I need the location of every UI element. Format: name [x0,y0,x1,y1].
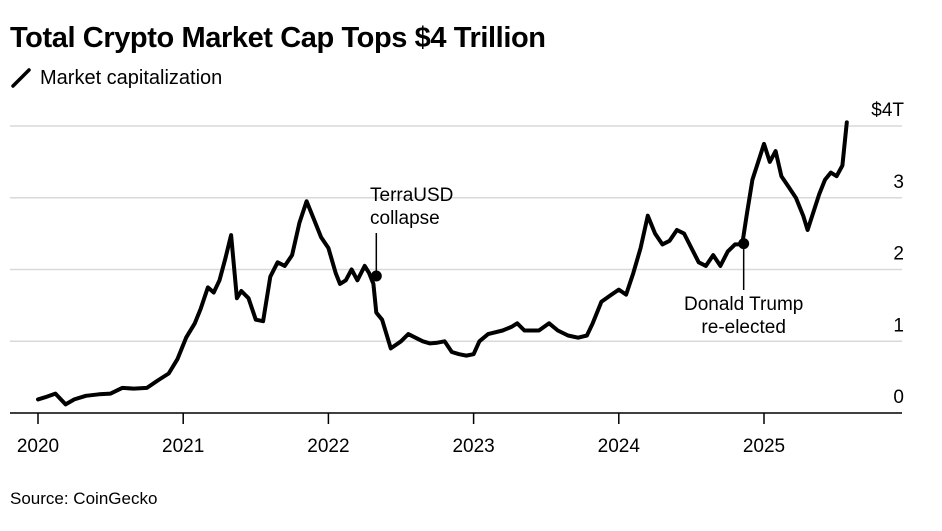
x-tick-label: 2024 [598,436,641,457]
annotation-label-trump: Donald Trump [684,294,803,315]
source-note: Source: CoinGecko [10,489,158,508]
y-tick-label: $4T [871,100,904,121]
annotation-dot-terrausd [370,270,382,282]
annotation-label-terrausd: collapse [370,208,440,229]
y-tick-label: 3 [893,172,904,193]
y-tick-label: 1 [893,315,904,336]
chart-title: Total Crypto Market Cap Tops $4 Trillion [10,22,546,54]
x-tick-label: 2023 [452,436,494,457]
x-tick-label: 2020 [17,436,59,457]
x-tick-label: 2022 [307,436,349,457]
legend-label: Market capitalization [40,66,223,89]
series-line-market-cap [36,120,849,407]
annotation-dot-trump [738,238,750,250]
x-tick-label: 2025 [743,436,785,457]
annotation-label-terrausd: TerraUSD [370,185,453,206]
x-tick-label: 2021 [162,436,204,457]
annotation-label-trump: re-elected [701,317,786,338]
legend-line-swatch [11,68,31,88]
y-tick-label: 0 [893,387,904,408]
legend: Market capitalization [10,66,222,90]
y-tick-label: 2 [893,244,904,265]
